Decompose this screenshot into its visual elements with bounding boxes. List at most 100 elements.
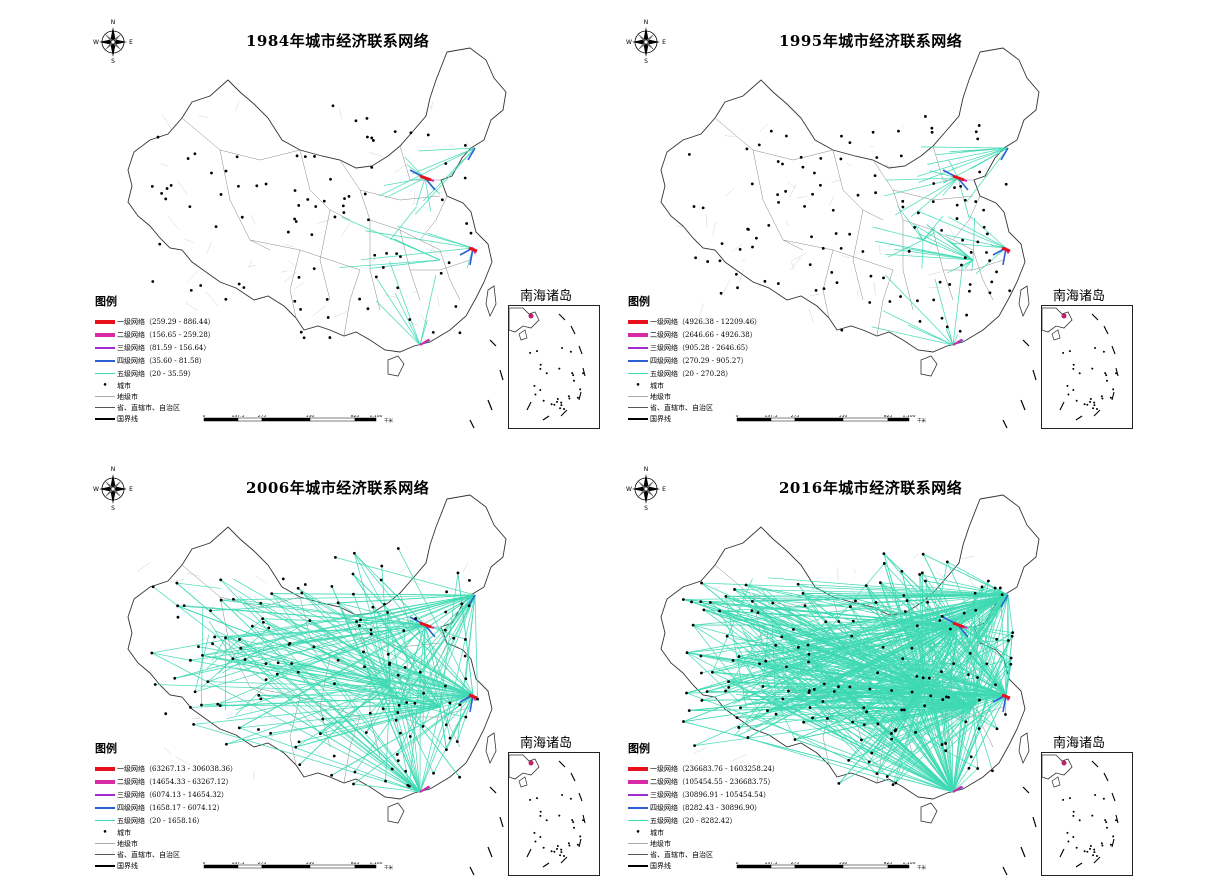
- network-line-level5: [424, 624, 451, 739]
- inset-island: [1093, 401, 1096, 404]
- legend-row-level1: 一级网络（236683.76 - 1603258.24）: [628, 762, 828, 775]
- network-line-level5: [919, 574, 954, 793]
- network-line-level5: [864, 706, 974, 726]
- inset-island: [1109, 843, 1112, 846]
- prefecture-boundary: [167, 215, 180, 230]
- city-dot: [366, 135, 369, 139]
- city-dot: [944, 749, 948, 753]
- network-line-level5: [915, 226, 924, 241]
- inset-island: [1105, 374, 1108, 377]
- city-dot: [294, 220, 298, 223]
- inset-border-dash: [1115, 367, 1119, 377]
- network-line-level5: [916, 236, 974, 261]
- city-dot: [426, 133, 430, 137]
- city-dot: [940, 743, 944, 746]
- inset-border-dash: [542, 862, 550, 868]
- network-line-level5: [217, 594, 476, 705]
- city-dot: [237, 184, 240, 188]
- city-dot: [700, 699, 704, 702]
- network-line-level5: [753, 602, 877, 639]
- prefecture-boundary: [160, 163, 169, 167]
- city-dot: [385, 252, 388, 255]
- city-dot: [408, 735, 412, 738]
- prefecture-boundary: [693, 747, 706, 754]
- network-line-level5: [885, 253, 974, 261]
- city-dot: [175, 581, 179, 585]
- national-border-dash: [1002, 866, 1008, 876]
- compass-w: W: [93, 486, 99, 493]
- city-dot: [945, 695, 948, 699]
- inset-island: [533, 831, 536, 834]
- prefecture-boundary: [437, 295, 440, 307]
- city-dot: [257, 728, 260, 731]
- city-dot: [235, 155, 239, 159]
- city-dot: [463, 654, 467, 658]
- scale-bar: 0 137.5 275 550 825 1,100 千米: [733, 860, 933, 876]
- city-dot: [848, 685, 852, 689]
- inset-island: [1100, 842, 1103, 845]
- network-line-level5: [151, 652, 421, 793]
- prefecture-boundary: [698, 768, 705, 773]
- city-dot: [151, 585, 155, 589]
- city-dot: [381, 707, 385, 711]
- legend-row-city: • 城市: [635, 380, 664, 391]
- city-dot: [862, 723, 866, 727]
- network-line-level5: [419, 702, 451, 793]
- city-dot: [727, 680, 730, 684]
- city-dot: [396, 711, 400, 714]
- city-dot: [682, 720, 685, 723]
- network-line-level5: [743, 584, 997, 640]
- network-line-level5: [416, 177, 426, 206]
- city-dot: [941, 698, 945, 701]
- prefecture-boundary: [169, 579, 184, 583]
- city-dot: [362, 650, 365, 654]
- city-dot: [766, 709, 769, 713]
- network-line-level5: [719, 610, 974, 708]
- network-line-level5: [360, 247, 474, 261]
- city-dot: [363, 665, 366, 669]
- prefecture-boundary: [313, 305, 327, 316]
- prefecture-boundary: [787, 181, 797, 189]
- network-line-level5: [686, 594, 1009, 654]
- prefecture-boundary: [371, 258, 377, 263]
- city-dot: [702, 608, 706, 612]
- city-dot: [192, 722, 196, 726]
- inset-hainan: [518, 776, 528, 788]
- city-dot: [734, 272, 738, 276]
- legend-label: 四级网络（8282.43 - 30896.90）: [650, 803, 762, 812]
- prefecture-boundary: [462, 563, 468, 572]
- compass-n: N: [644, 19, 649, 26]
- network-line-level5: [701, 594, 1009, 674]
- city-dot: [718, 259, 722, 263]
- inset-island: [558, 367, 561, 370]
- prefecture-boundary: [935, 571, 945, 580]
- network-line-level5: [947, 561, 1009, 596]
- scale-unit: 千米: [384, 417, 393, 424]
- city-dot: [465, 222, 469, 225]
- city-dot: [313, 155, 316, 158]
- inset-island: [1068, 797, 1071, 800]
- prefecture-boundary: [206, 291, 218, 306]
- national-border-dash: [499, 369, 504, 381]
- city-dot: [186, 157, 190, 160]
- city-dot: [1004, 182, 1008, 186]
- city-dot: [681, 598, 685, 601]
- network-line-level5: [767, 594, 1009, 712]
- city-dot: [830, 271, 834, 274]
- prefecture-boundary: [454, 162, 459, 169]
- legend-row-level2: 二级网络（105454.55 - 236683.75）: [628, 775, 828, 788]
- city-dot: [920, 571, 924, 575]
- network-line-level5: [918, 147, 1009, 184]
- city-dot: [693, 744, 697, 748]
- network-line-level5: [871, 326, 954, 346]
- prefecture-boundary: [281, 270, 288, 273]
- network-line-level5: [941, 616, 974, 708]
- network-line-level5: [765, 660, 954, 793]
- province-boundary: [832, 149, 884, 221]
- inset-island: [1089, 847, 1092, 850]
- city-dot: [164, 197, 168, 201]
- city-dot: [916, 211, 920, 215]
- network-line-level5: [397, 225, 474, 249]
- city-dot: [259, 697, 263, 701]
- inset-island: [1078, 819, 1081, 822]
